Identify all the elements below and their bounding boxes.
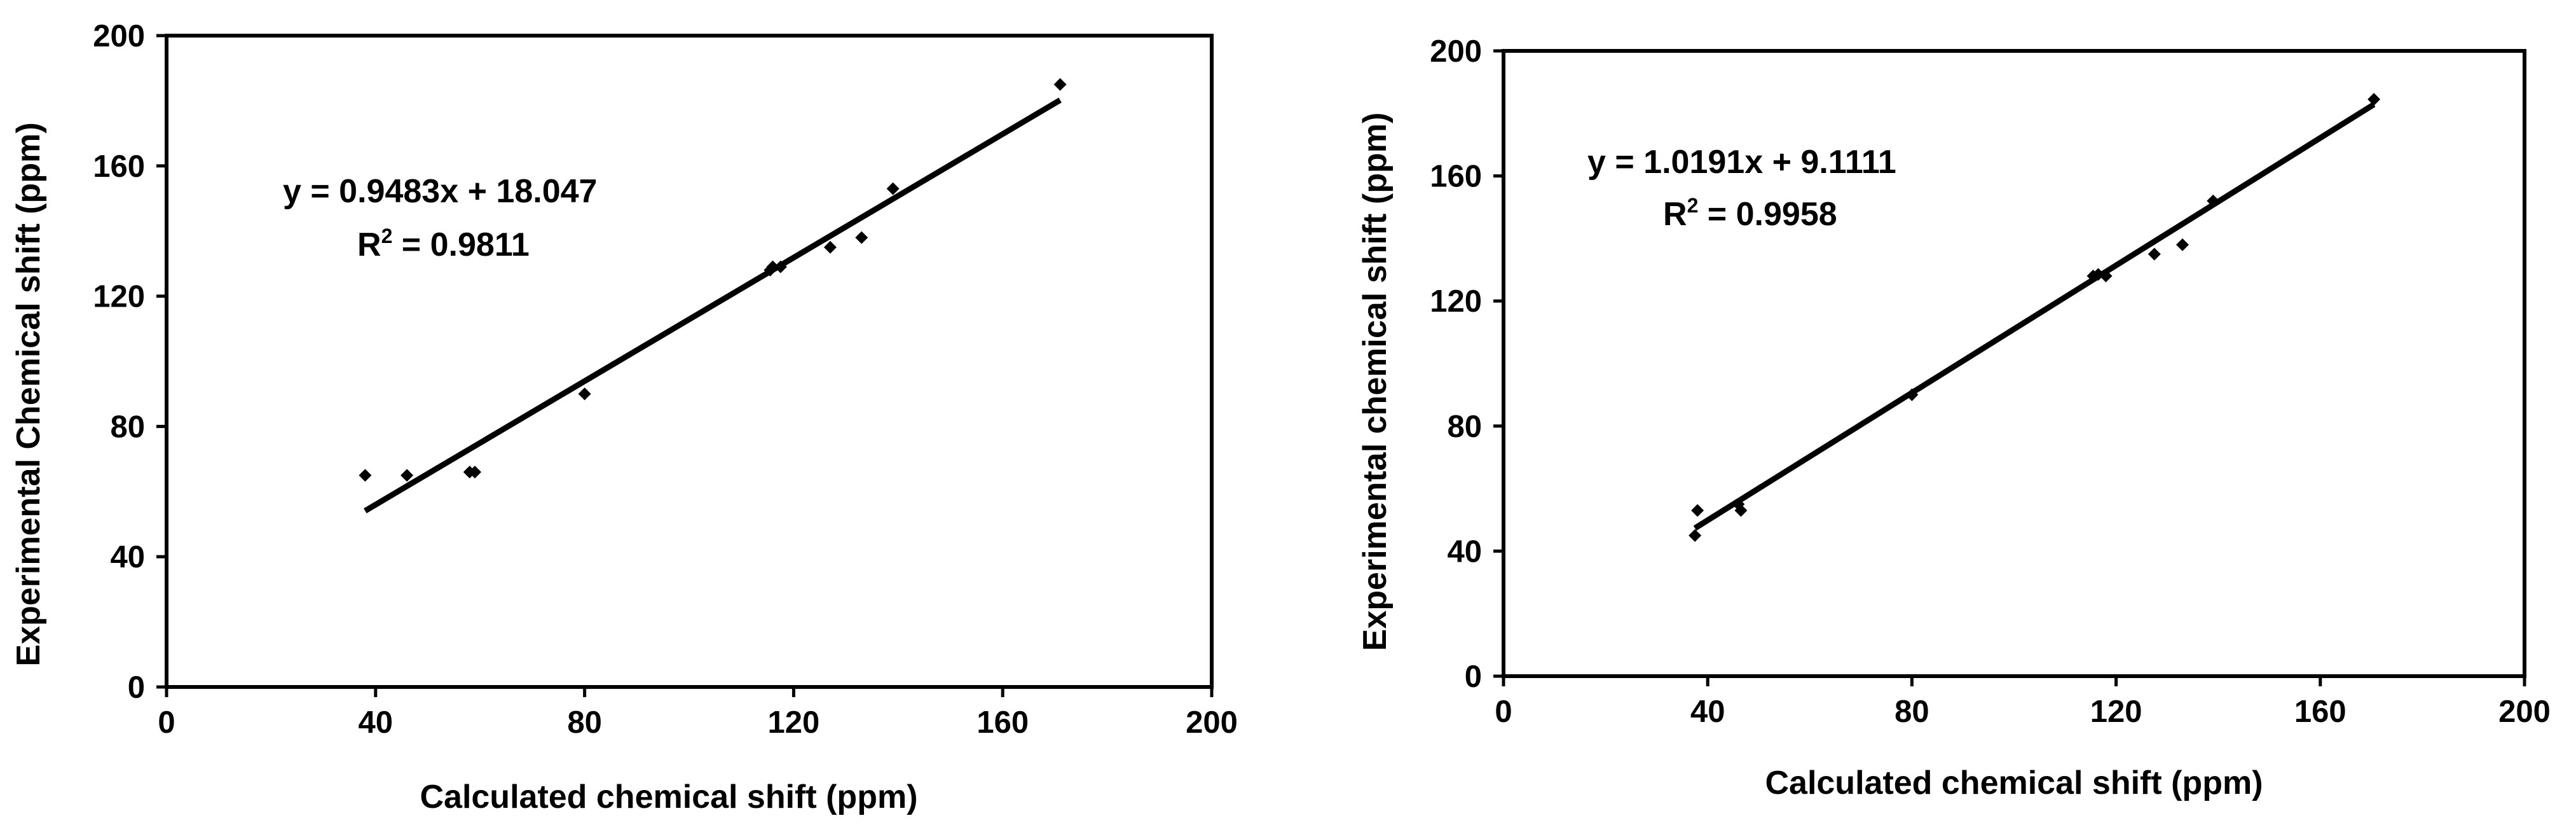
x-tick-label: 160: [2294, 695, 2346, 729]
x-tick-label: 160: [976, 705, 1029, 740]
data-point: [855, 231, 868, 244]
r-squared-superscript: 2: [381, 225, 393, 247]
y-tick-label: 80: [1447, 410, 1482, 444]
r-squared-superscript: 2: [1687, 194, 1699, 217]
data-point: [578, 387, 591, 401]
data-point: [359, 469, 372, 482]
plot-area-frame: [1502, 49, 2526, 678]
data-point: [468, 466, 481, 479]
x-tick-label: 200: [1186, 705, 1238, 740]
chart-2: 0 40 80 120 160 200 0 40 80 120 160 200 y = 1.0191x…: [1357, 34, 2551, 801]
r-squared-prefix: R: [1663, 196, 1687, 233]
x-tick-label: 0: [1495, 695, 1512, 729]
y-tick-label: 0: [1465, 660, 1482, 694]
data-point: [1691, 504, 1704, 517]
plot-area-frame: [165, 34, 1214, 689]
r-squared-prefix: R: [357, 226, 381, 263]
y-tick-label: 40: [1447, 534, 1482, 569]
y-tick-label: 200: [1430, 34, 1482, 69]
x-axis-title: Calculated chemical shift (ppm): [1765, 765, 2263, 801]
data-point: [823, 240, 837, 254]
chart-2-marks: 0 40 80 120 160 200 0 40 80 120 160 200: [1430, 34, 2551, 729]
data-point: [1905, 388, 1919, 401]
r-squared-value: = 0.9811: [392, 226, 529, 263]
x-tick-label: 80: [1894, 695, 1929, 729]
x-tick-label: 40: [1690, 695, 1725, 729]
data-point: [2207, 194, 2220, 207]
data-point: [2099, 269, 2113, 282]
data-point: [774, 260, 787, 274]
y-axis-title: Experimental chemical shift (ppm): [1357, 113, 1394, 651]
y-tick-label: 120: [1430, 284, 1482, 319]
y-tick-label: 40: [110, 540, 145, 574]
y-tick-label: 80: [110, 410, 145, 444]
y-tick-label: 160: [93, 149, 145, 184]
x-tick-label: 40: [359, 705, 394, 740]
data-point: [1734, 504, 1748, 517]
y-tick-label: 200: [93, 19, 145, 53]
trendline: [364, 97, 1062, 513]
y-tick-label: 120: [93, 280, 145, 314]
x-tick-label: 0: [158, 705, 175, 740]
data-point: [2148, 247, 2161, 261]
data-point: [401, 469, 414, 482]
data-point: [886, 182, 900, 195]
y-tick-label: 160: [1430, 160, 1482, 194]
x-tick-label: 80: [567, 705, 602, 740]
trendline: [1693, 102, 2376, 531]
x-axis-title: Calculated chemical shift (ppm): [420, 779, 917, 815]
data-point: [766, 260, 779, 274]
y-axis-title: Experimental Chemical shift (ppm): [10, 122, 47, 666]
chart-1-marks: 0 40 80 120 160 200 0 40 80 120 160 200: [93, 19, 1238, 740]
x-tick-label: 200: [2498, 695, 2551, 729]
x-tick-label: 120: [2090, 695, 2142, 729]
r-squared-label: R2 = 0.9958: [1663, 194, 1837, 233]
r-squared-value: = 0.9958: [1698, 196, 1837, 233]
data-point: [2175, 238, 2189, 251]
y-tick-label: 0: [128, 670, 145, 705]
r-squared-label: R2 = 0.9811: [357, 225, 530, 263]
x-tick-label: 120: [768, 705, 820, 740]
equation-label: y = 1.0191x + 9.1111: [1587, 144, 1896, 181]
data-point: [2367, 93, 2381, 106]
equation-label: y = 0.9483x + 18.047: [283, 173, 597, 210]
chart-1: 0 40 80 120 160 200 0 40 80 120 160 200 y = 0.9483x…: [10, 19, 1238, 815]
data-point: [1689, 529, 1702, 542]
data-point: [1053, 78, 1067, 91]
